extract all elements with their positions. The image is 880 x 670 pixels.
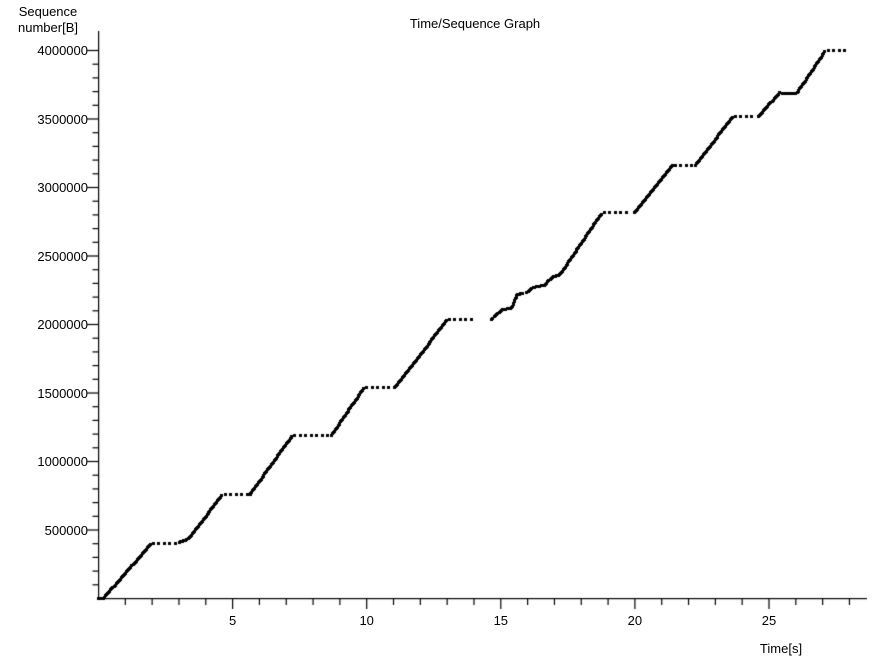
x-tick-label: 10 xyxy=(359,613,374,628)
y-tick-label: 500000 xyxy=(44,522,88,538)
y-tick-label: 3500000 xyxy=(37,111,88,127)
y-axis-title-line2: number[B] xyxy=(18,20,78,35)
chart-title: Time/Sequence Graph xyxy=(409,16,541,31)
y-tick-label: 4000000 xyxy=(37,43,88,58)
x-tick-label: 20 xyxy=(627,613,643,628)
y-axis-title-line1: Sequence xyxy=(18,4,78,19)
y-axis-title: Sequence number[B] xyxy=(8,4,88,36)
y-tick-label: 2500000 xyxy=(37,248,88,264)
y-tick-label: 1500000 xyxy=(37,385,88,401)
y-tick-label: 3000000 xyxy=(37,180,88,195)
x-tick-label: 5 xyxy=(228,613,237,628)
x-tick-label: 25 xyxy=(761,613,777,628)
y-tick-label: 1000000 xyxy=(37,454,88,469)
x-axis-title: Time[s] xyxy=(759,641,803,656)
y-tick-label: 2000000 xyxy=(37,317,88,332)
x-tick-label: 15 xyxy=(493,613,509,628)
